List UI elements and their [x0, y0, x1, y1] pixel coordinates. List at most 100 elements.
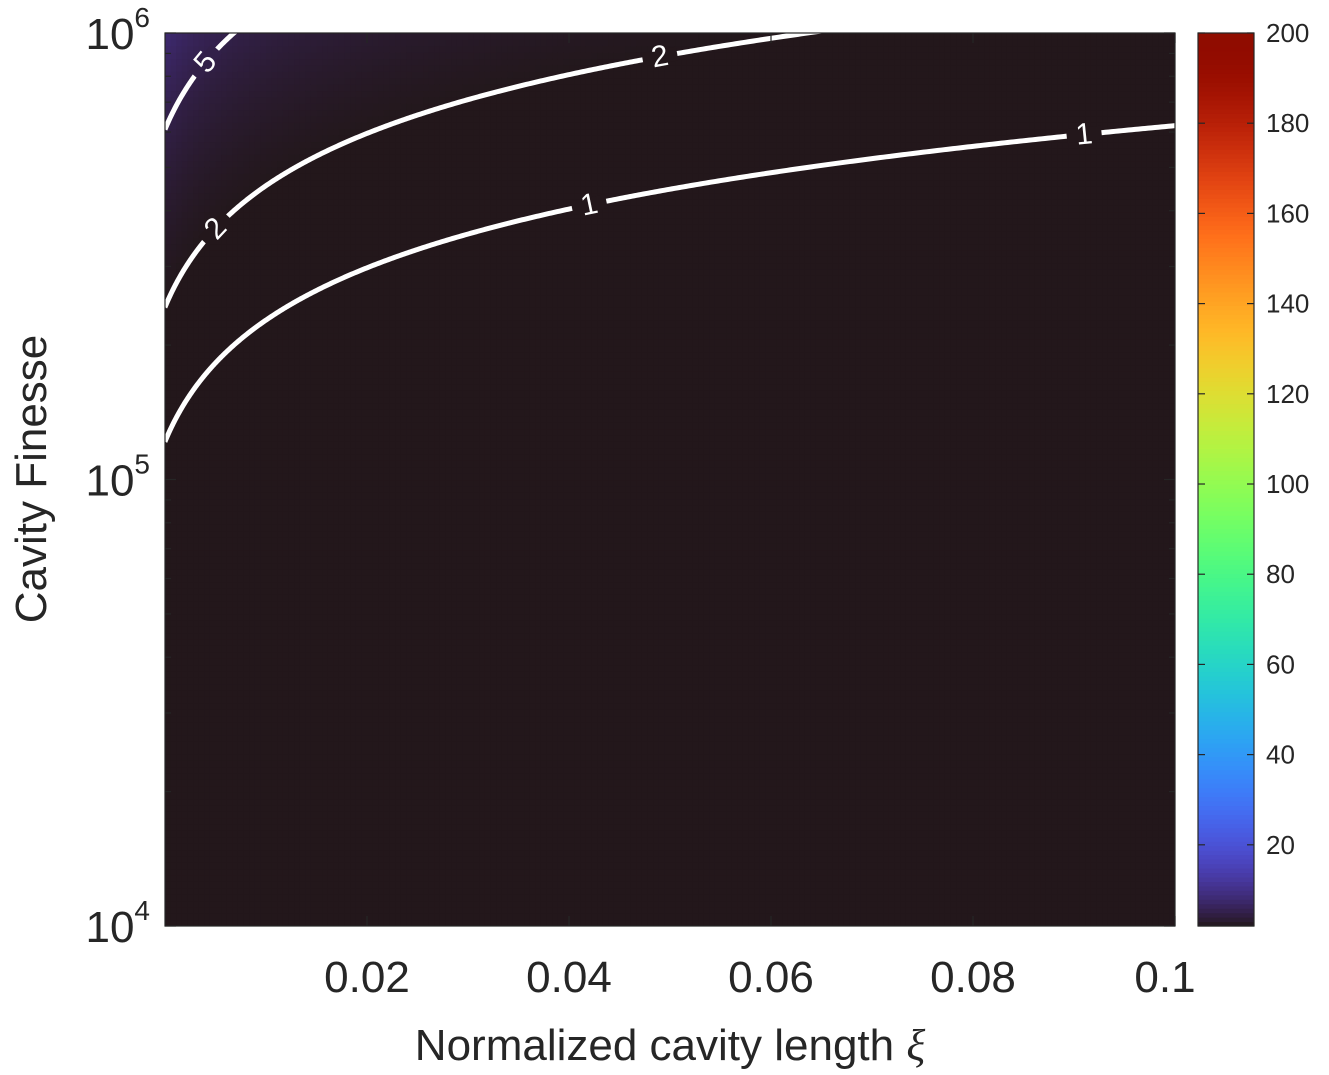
heatmap-cell: [193, 805, 199, 812]
heatmap-cell: [199, 690, 205, 697]
heatmap-cell: [232, 588, 238, 595]
heatmap-cell: [255, 767, 261, 774]
heatmap-cell: [294, 212, 300, 219]
heatmap-cell: [204, 84, 210, 91]
heatmap-cell: [171, 537, 177, 544]
heatmap-cell: [193, 448, 199, 455]
heatmap-cell: [288, 735, 294, 742]
heatmap-cell: [300, 531, 306, 538]
heatmap-cell: [176, 116, 182, 123]
heatmap-cell: [249, 518, 255, 525]
heatmap-cell: [350, 684, 356, 691]
heatmap-cell: [322, 173, 328, 180]
heatmap-cell: [171, 645, 177, 652]
heatmap-cell: [216, 129, 222, 136]
heatmap-cell: [361, 524, 367, 531]
heatmap-cell: [294, 754, 300, 761]
heatmap-cell: [193, 473, 199, 480]
heatmap-cell: [294, 224, 300, 231]
heatmap-cell: [272, 575, 278, 582]
heatmap-cell: [305, 71, 311, 78]
heatmap-cell: [193, 365, 199, 372]
heatmap-cell: [339, 524, 345, 531]
heatmap-cell: [204, 792, 210, 799]
heatmap-cell: [165, 741, 171, 748]
heatmap-cell: [210, 154, 216, 161]
heatmap-cell: [356, 46, 362, 53]
heatmap-cell: [232, 365, 238, 372]
heatmap-cell: [277, 326, 283, 333]
heatmap-cell: [266, 441, 272, 448]
heatmap-cell: [266, 894, 272, 901]
heatmap-cell: [260, 275, 266, 282]
heatmap-cell: [294, 467, 300, 474]
heatmap-cell: [199, 135, 205, 142]
heatmap-cell: [322, 339, 328, 346]
heatmap-cell: [221, 869, 227, 876]
heatmap-cell: [182, 384, 188, 391]
heatmap-cell: [171, 199, 177, 206]
heatmap-cell: [187, 173, 193, 180]
heatmap-cell: [227, 263, 233, 270]
heatmap-cell: [244, 754, 250, 761]
heatmap-cell: [249, 652, 255, 659]
heatmap-cell: [322, 543, 328, 550]
heatmap-cell: [300, 59, 306, 66]
heatmap-cell: [283, 288, 289, 295]
heatmap-cell: [232, 722, 238, 729]
heatmap-cell: [187, 192, 193, 199]
heatmap-cell: [305, 735, 311, 742]
heatmap-cell: [322, 735, 328, 742]
heatmap-cell: [171, 747, 177, 754]
heatmap-cell: [339, 728, 345, 735]
heatmap-cell: [238, 562, 244, 569]
heatmap-cell: [216, 626, 222, 633]
heatmap-cell: [272, 167, 278, 174]
heatmap-cell: [255, 875, 261, 882]
heatmap-cell: [255, 460, 261, 467]
heatmap-cell: [227, 199, 233, 206]
heatmap-cell: [350, 511, 356, 518]
heatmap-cell: [345, 582, 351, 589]
heatmap-cell: [345, 486, 351, 493]
heatmap-cell: [283, 231, 289, 238]
heatmap-cell: [244, 320, 250, 327]
heatmap-cell: [277, 97, 283, 104]
heatmap-cell: [187, 754, 193, 761]
heatmap-cell: [305, 377, 311, 384]
heatmap-cell: [182, 167, 188, 174]
heatmap-cell: [339, 397, 345, 404]
heatmap-cell: [238, 524, 244, 531]
heatmap-cell: [210, 805, 216, 812]
heatmap-cell: [232, 582, 238, 589]
heatmap-cell: [311, 524, 317, 531]
heatmap-cell: [171, 690, 177, 697]
heatmap-cell: [333, 735, 339, 742]
heatmap-cell: [339, 212, 345, 219]
heatmap-cell: [260, 760, 266, 767]
heatmap-cell: [305, 97, 311, 104]
heatmap-cell: [244, 792, 250, 799]
heatmap-cell: [232, 550, 238, 557]
heatmap-cell: [277, 543, 283, 550]
heatmap-cell: [356, 652, 362, 659]
heatmap-cell: [277, 881, 283, 888]
heatmap-cell: [182, 499, 188, 506]
heatmap-cell: [277, 747, 283, 754]
heatmap-cell: [187, 626, 193, 633]
heatmap-cell: [317, 84, 323, 91]
heatmap-cell: [266, 716, 272, 723]
heatmap-cell: [300, 416, 306, 423]
heatmap-cell: [339, 900, 345, 907]
heatmap-cell: [249, 664, 255, 671]
heatmap-cell: [210, 103, 216, 110]
heatmap-cell: [193, 524, 199, 531]
heatmap-cell: [350, 116, 356, 123]
heatmap-cell: [288, 231, 294, 238]
heatmap-cell: [221, 792, 227, 799]
heatmap-cell: [199, 524, 205, 531]
heatmap-cell: [260, 652, 266, 659]
heatmap-cell: [345, 811, 351, 818]
heatmap-cell: [350, 307, 356, 314]
heatmap-cell: [345, 601, 351, 608]
